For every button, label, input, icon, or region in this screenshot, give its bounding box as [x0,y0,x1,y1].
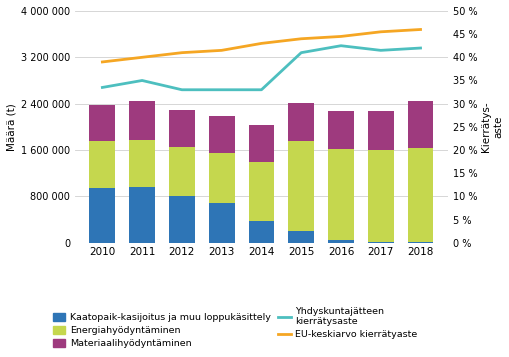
Bar [129,140,155,187]
Y-axis label: Määrä (t): Määrä (t) [7,103,17,151]
Bar [89,105,115,141]
Bar [327,150,353,241]
Bar [327,241,353,243]
Bar [248,221,274,243]
Bar [89,141,115,188]
Legend: Kaatopaik­kasijoitus ja muu loppukäsittely, Energiahyödyntäminen, Materiaalihyöd: Kaatopaik­kasijoitus ja muu loppukäsitte… [49,303,420,352]
Y-axis label: Kierrätys-
aste: Kierrätys- aste [480,101,502,152]
Bar [288,141,314,231]
Bar [288,103,314,141]
Bar [208,153,234,203]
Bar [208,203,234,243]
Bar [208,116,234,153]
Bar [367,111,393,150]
Bar [129,187,155,243]
Bar [407,242,433,243]
Bar [327,111,353,150]
Bar [367,242,393,243]
Bar [248,162,274,221]
Bar [89,188,115,243]
Bar [407,101,433,148]
Bar [288,231,314,243]
Bar [168,147,194,196]
Bar [407,148,433,242]
Bar [248,125,274,162]
Bar [168,196,194,243]
Bar [129,101,155,140]
Bar [367,150,393,242]
Bar [168,110,194,147]
